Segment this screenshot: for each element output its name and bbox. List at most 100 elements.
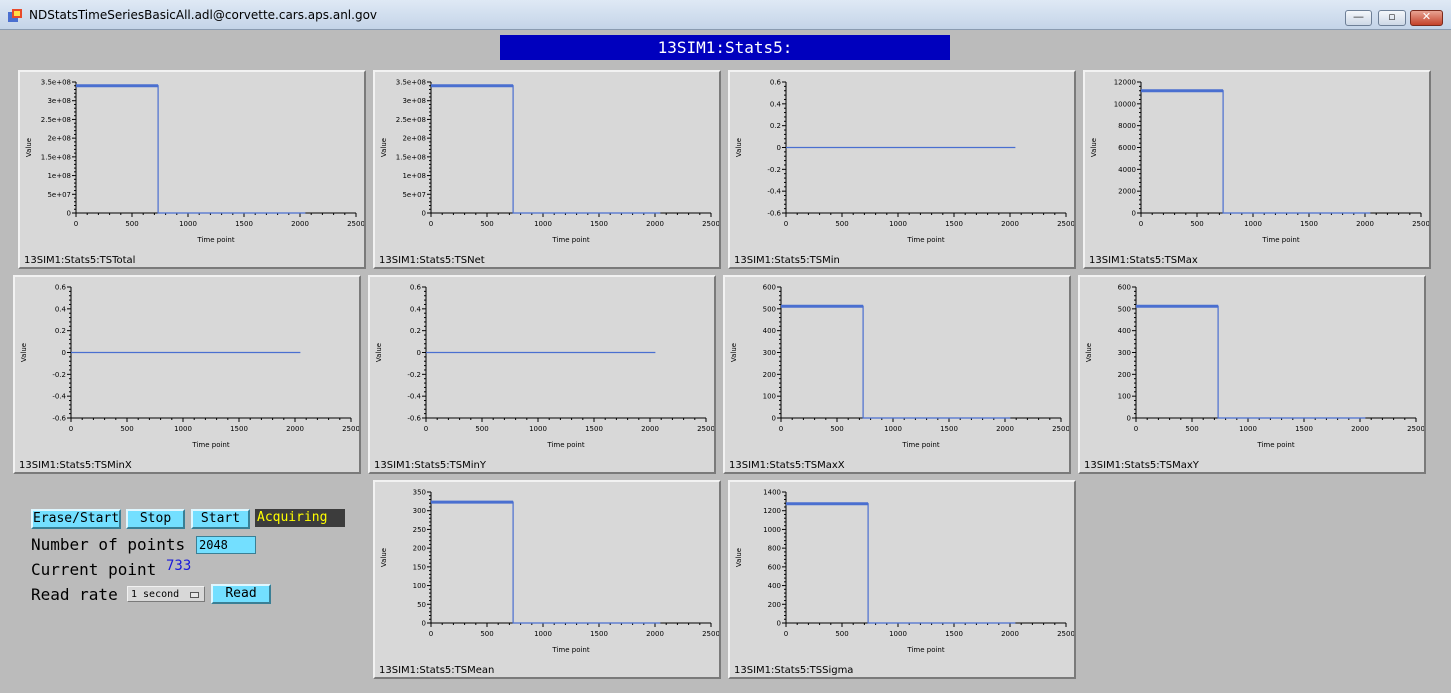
y-tick-label: -0.2: [52, 371, 66, 379]
y-tick-label: 200: [763, 371, 776, 379]
chart-tsmax: 0 500 1000 1500 2000 2500 0 2000 4000 6000 8000 100…: [1090, 79, 1429, 245]
x-tick-label: 1000: [529, 425, 547, 433]
y-tick-label: 1.5e+08: [396, 153, 426, 161]
y-axis-label: Value: [380, 138, 388, 157]
x-tick-label: 1000: [179, 220, 197, 228]
read-rate-value: 1 second: [131, 589, 180, 600]
y-tick-label: -0.4: [52, 393, 66, 401]
y-tick-label: 100: [763, 393, 776, 401]
erase-start-button[interactable]: Erase/Start: [31, 509, 121, 529]
read-button[interactable]: Read: [211, 584, 271, 604]
y-axis-label: Value: [20, 343, 28, 362]
x-tick-label: 500: [475, 425, 488, 433]
y-tick-label: 400: [763, 327, 776, 335]
x-tick-label: 0: [429, 220, 433, 228]
y-tick-label: 0.4: [770, 100, 782, 108]
y-tick-label: 0.6: [770, 79, 782, 87]
y-tick-label: 200: [1118, 371, 1131, 379]
y-axis-label: Value: [1090, 138, 1098, 157]
y-tick-label: 0.6: [410, 284, 422, 292]
series-line: [781, 305, 1011, 419]
y-tick-label: 4000: [1118, 166, 1136, 174]
x-tick-label: 500: [830, 425, 843, 433]
y-tick-label: 100: [413, 582, 426, 590]
x-tick-label: 2500: [697, 425, 714, 433]
y-tick-label: 0: [67, 210, 71, 218]
y-axis-label: Value: [375, 343, 383, 362]
chart-title: 13SIM1:Stats5:TSTotal: [24, 255, 136, 266]
close-button[interactable]: ✕: [1410, 10, 1443, 26]
chart-title: 13SIM1:Stats5:TSNet: [379, 255, 485, 266]
y-tick-label: 0.4: [55, 305, 67, 313]
chart-title: 13SIM1:Stats5:TSSigma: [734, 665, 854, 676]
maximize-button[interactable]: ▫: [1378, 10, 1406, 26]
x-axis-label: Time point: [551, 236, 589, 244]
close-icon: ✕: [1421, 10, 1432, 23]
x-tick-label: 0: [784, 220, 788, 228]
x-tick-label: 2000: [1356, 220, 1374, 228]
y-tick-label: -0.4: [767, 188, 781, 196]
y-tick-label: 0.2: [770, 122, 781, 130]
y-tick-label: 250: [413, 526, 426, 534]
y-tick-label: 0: [62, 349, 66, 357]
x-tick-label: 500: [1185, 425, 1198, 433]
x-tick-label: 2500: [1052, 425, 1069, 433]
start-button[interactable]: Start: [191, 509, 250, 529]
y-tick-label: 1e+08: [47, 172, 71, 180]
x-tick-label: 1000: [884, 425, 902, 433]
x-tick-label: 2500: [347, 220, 364, 228]
current-point-value: 733: [166, 558, 192, 574]
chart-tsnet: 0 500 1000 1500 2000 2500 0 5e+07 1e+08 1.5e+08 2e…: [380, 79, 719, 245]
x-tick-label: 2500: [702, 220, 719, 228]
y-tick-label: 0: [417, 349, 421, 357]
chart-panel-tsmean: 0 500 1000 1500 2000 2500 0 50 100 150 200 250 300 35…: [373, 480, 721, 679]
read-rate-menu[interactable]: 1 second: [127, 586, 205, 602]
number-of-points-input[interactable]: 2048: [196, 536, 256, 554]
stop-button[interactable]: Stop: [126, 509, 185, 529]
chart-panel-tssigma: 0 500 1000 1500 2000 2500 0 200 400 600 800 1000 120…: [728, 480, 1076, 679]
minimize-button[interactable]: —: [1345, 10, 1372, 26]
y-tick-label: 0.2: [410, 327, 421, 335]
x-axis-label: Time point: [191, 441, 229, 449]
x-tick-label: 1000: [889, 220, 907, 228]
y-tick-label: 5e+07: [402, 191, 426, 199]
x-tick-label: 1500: [230, 425, 248, 433]
read-rate-label: Read rate: [31, 585, 118, 604]
chart-title: 13SIM1:Stats5:TSMean: [379, 665, 495, 676]
y-axis-label: Value: [1085, 343, 1093, 362]
chart-title: 13SIM1:Stats5:TSMinY: [374, 460, 486, 471]
x-tick-label: 2500: [1412, 220, 1429, 228]
y-tick-label: 2000: [1118, 188, 1136, 196]
x-tick-label: 0: [1139, 220, 1143, 228]
chart-title: 13SIM1:Stats5:TSMax: [1089, 255, 1198, 266]
y-tick-label: 0: [1132, 210, 1136, 218]
window-title: NDStatsTimeSeriesBasicAll.adl@corvette.c…: [29, 8, 378, 22]
window-titlebar: NDStatsTimeSeriesBasicAll.adl@corvette.c…: [0, 0, 1451, 30]
x-tick-label: 2500: [1057, 220, 1074, 228]
x-tick-label: 1000: [534, 630, 552, 638]
x-tick-label: 2500: [1407, 425, 1424, 433]
y-axis-label: Value: [380, 548, 388, 567]
x-tick-label: 500: [835, 220, 848, 228]
y-tick-label: -0.6: [767, 210, 781, 218]
x-tick-label: 1000: [889, 630, 907, 638]
x-tick-label: 0: [424, 425, 428, 433]
x-tick-label: 1500: [585, 425, 603, 433]
maximize-icon: ▫: [1388, 10, 1396, 23]
y-tick-label: 3.5e+08: [396, 79, 426, 87]
x-tick-label: 2000: [646, 220, 664, 228]
x-tick-label: 1500: [940, 425, 958, 433]
y-tick-label: 3.5e+08: [41, 79, 71, 87]
y-tick-label: 1000: [763, 526, 781, 534]
y-tick-label: 2.5e+08: [396, 116, 426, 124]
x-tick-label: 0: [69, 425, 73, 433]
x-axis-label: Time point: [546, 441, 584, 449]
y-tick-label: 5e+07: [47, 191, 71, 199]
x-tick-label: 0: [779, 425, 783, 433]
x-tick-label: 1500: [590, 630, 608, 638]
x-tick-label: 1500: [590, 220, 608, 228]
y-tick-label: 10000: [1114, 100, 1136, 108]
x-tick-label: 2000: [1001, 220, 1019, 228]
y-tick-label: 1.5e+08: [41, 153, 71, 161]
series-line: [786, 503, 1016, 624]
